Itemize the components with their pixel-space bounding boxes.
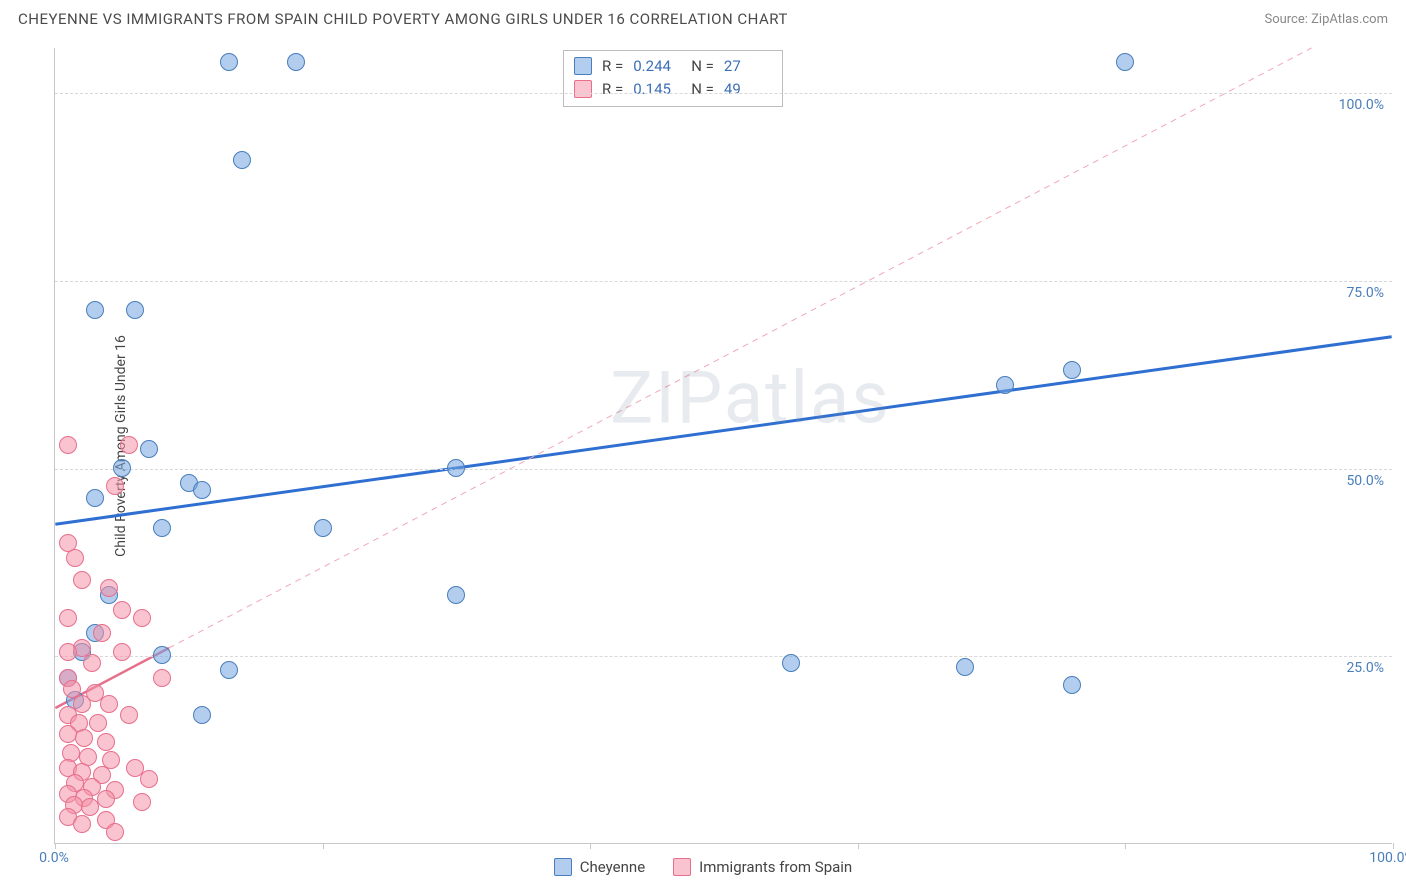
- data-point: [100, 579, 118, 597]
- data-point: [193, 481, 211, 499]
- data-point: [287, 53, 305, 71]
- data-point: [133, 793, 151, 811]
- data-point: [153, 669, 171, 687]
- stat-r-value: 0.145: [633, 78, 681, 101]
- x-tick-label: 0.0%: [39, 850, 69, 866]
- gridline-h: [55, 281, 1392, 282]
- data-point: [89, 714, 107, 732]
- stats-legend: R = 0.244 N = 27 R = 0.145 N = 49: [563, 50, 783, 107]
- data-point: [113, 643, 131, 661]
- gridline-h: [55, 469, 1392, 470]
- legend-swatch: [574, 80, 592, 98]
- data-point: [996, 376, 1014, 394]
- data-point: [193, 706, 211, 724]
- data-point: [83, 654, 101, 672]
- x-tick-label: 100.0%: [1369, 850, 1406, 866]
- data-point: [1063, 361, 1081, 379]
- data-point: [73, 815, 91, 833]
- stat-r-key: R =: [602, 55, 623, 78]
- trend-line: [55, 337, 1391, 525]
- data-point: [120, 706, 138, 724]
- data-point: [447, 459, 465, 477]
- data-point: [86, 301, 104, 319]
- legend-swatch: [574, 57, 592, 75]
- data-point: [126, 759, 144, 777]
- data-point: [1063, 676, 1081, 694]
- chart-plot-area: ZIPatlas R =0.244N =27R =0.145N =49 25.0…: [54, 48, 1392, 844]
- stat-n-key: N =: [691, 78, 714, 101]
- stat-n-key: N =: [691, 55, 714, 78]
- y-tick-label: 100.0%: [1339, 97, 1384, 113]
- legend-swatch: [554, 858, 572, 876]
- data-point: [133, 609, 151, 627]
- data-point: [956, 658, 974, 676]
- data-point: [59, 643, 77, 661]
- data-point: [106, 477, 124, 495]
- data-point: [113, 459, 131, 477]
- data-point: [59, 725, 77, 743]
- x-tick-mark: [323, 843, 324, 849]
- x-tick-mark: [1393, 843, 1394, 849]
- data-point: [93, 624, 111, 642]
- data-point: [220, 53, 238, 71]
- stats-legend-row: R = 0.244 N = 27: [574, 55, 772, 78]
- data-point: [126, 301, 144, 319]
- x-tick-mark: [1125, 843, 1126, 849]
- legend-label: Immigrants from Spain: [699, 858, 852, 876]
- data-point: [153, 519, 171, 537]
- series-legend: Cheyenne Immigrants from Spain: [0, 858, 1406, 880]
- data-point: [59, 609, 77, 627]
- y-tick-label: 25.0%: [1346, 660, 1384, 676]
- source-attribution: Source: ZipAtlas.com: [1264, 12, 1388, 27]
- stat-r-value: 0.244: [633, 55, 681, 78]
- data-point: [106, 823, 124, 841]
- y-tick-label: 50.0%: [1346, 473, 1384, 489]
- data-point: [447, 586, 465, 604]
- data-point: [75, 729, 93, 747]
- data-point: [81, 798, 99, 816]
- data-point: [153, 646, 171, 664]
- data-point: [140, 440, 158, 458]
- x-tick-mark: [590, 843, 591, 849]
- gridline-h: [55, 93, 1392, 94]
- trend-line: [169, 48, 1312, 648]
- data-point: [59, 436, 77, 454]
- x-tick-mark: [55, 843, 56, 849]
- legend-item: Cheyenne: [554, 858, 645, 876]
- data-point: [113, 601, 131, 619]
- data-point: [66, 549, 84, 567]
- stats-legend-row: R = 0.145 N = 49: [574, 78, 772, 101]
- data-point: [782, 654, 800, 672]
- gridline-h: [55, 656, 1392, 657]
- x-tick-mark: [858, 843, 859, 849]
- data-point: [86, 489, 104, 507]
- data-point: [233, 151, 251, 169]
- data-point: [100, 695, 118, 713]
- data-point: [73, 571, 91, 589]
- data-point: [220, 661, 238, 679]
- data-point: [1116, 53, 1134, 71]
- y-tick-label: 75.0%: [1346, 285, 1384, 301]
- stat-n-value: 49: [724, 78, 772, 101]
- stat-r-key: R =: [602, 78, 623, 101]
- legend-item: Immigrants from Spain: [673, 858, 852, 876]
- data-point: [314, 519, 332, 537]
- data-point: [97, 790, 115, 808]
- stat-n-value: 27: [724, 55, 772, 78]
- trend-lines-layer: [55, 48, 1392, 843]
- data-point: [120, 436, 138, 454]
- data-point: [97, 733, 115, 751]
- legend-label: Cheyenne: [580, 858, 645, 876]
- legend-swatch: [673, 858, 691, 876]
- chart-title: CHEYENNE VS IMMIGRANTS FROM SPAIN CHILD …: [18, 10, 788, 28]
